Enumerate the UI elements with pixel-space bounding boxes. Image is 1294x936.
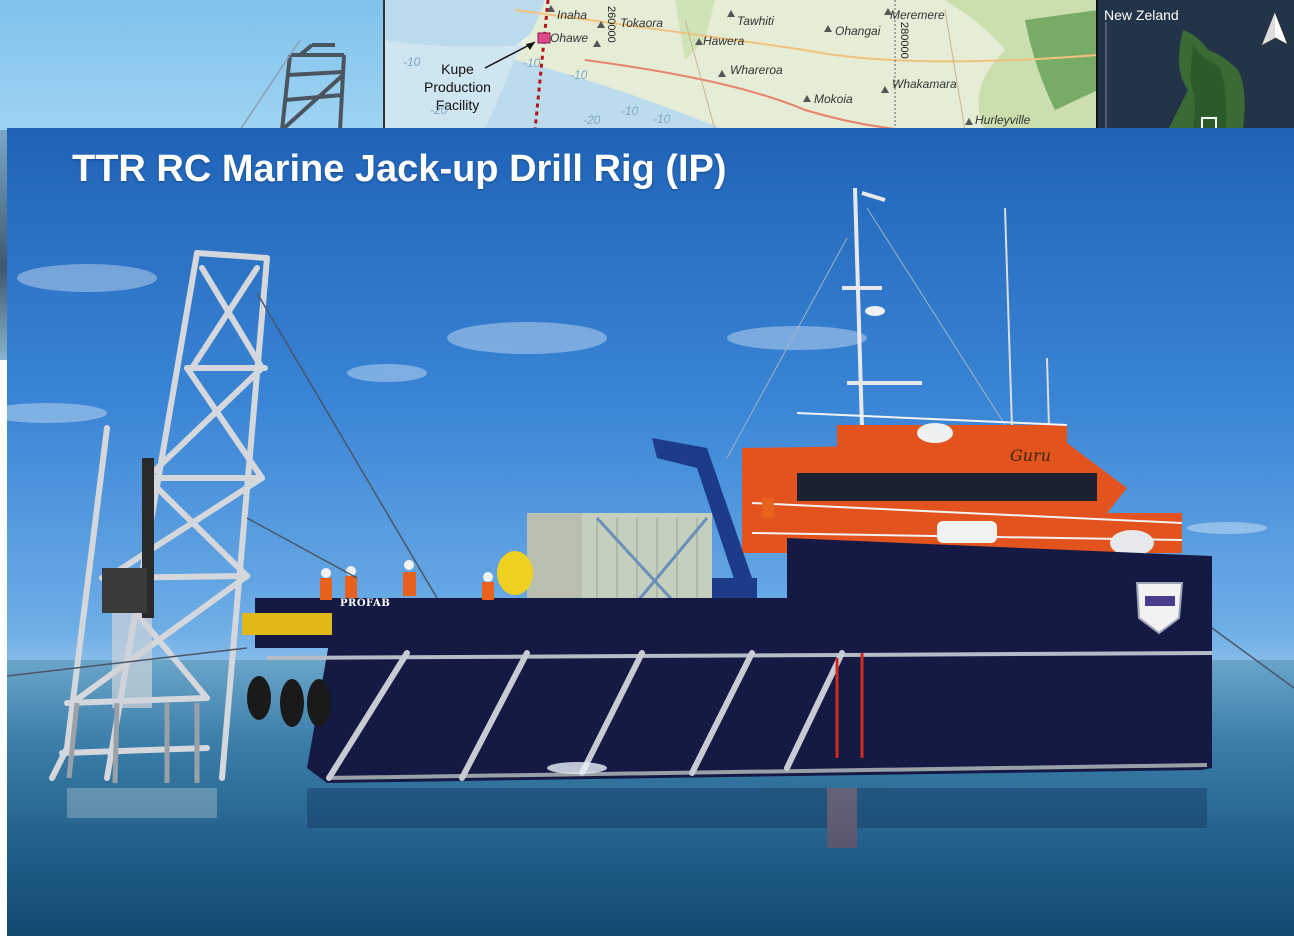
map-base — [385, 0, 1098, 130]
place-label-meremere: Meremere — [890, 8, 945, 22]
inset-title: New Zeland — [1104, 7, 1179, 23]
deck-brand-label: PROFAB — [340, 598, 391, 609]
depth-label: -20 — [430, 103, 448, 117]
vessel-name: Guru — [1010, 446, 1052, 465]
depth-label: -10 — [570, 68, 588, 82]
place-label-hawera: Hawera — [703, 34, 745, 48]
place-label-mokoia: Mokoia — [814, 92, 853, 106]
north-arrow-icon — [1261, 10, 1289, 47]
place-label-whareroa: Whareroa — [730, 63, 783, 77]
place-label-hurleyville: Hurleyville — [975, 113, 1031, 127]
inset-map-graphic — [1098, 0, 1294, 130]
kupe-facility-callout: Kupe Production Facility — [415, 60, 500, 114]
place-label-ohawe: Ohawe — [550, 31, 589, 45]
new-zealand-inset-map: New Zeland — [1096, 0, 1294, 130]
depth-label: -10 — [653, 112, 671, 126]
depth-label: -20 — [583, 113, 601, 127]
grid-label-260000: 260000 — [605, 6, 617, 43]
grid-label-280000: 280000 — [898, 22, 910, 59]
depth-label: -10 — [621, 104, 639, 118]
place-label-inaha: Inaha — [557, 8, 588, 22]
place-label-tawhiti: Tawhiti — [737, 14, 774, 28]
callout-line-3: Facility — [435, 97, 480, 113]
place-label-whakamara: Whakamara — [892, 77, 957, 91]
depth-label: -10 — [403, 55, 421, 69]
depth-label: -10 — [523, 56, 541, 70]
place-label-ohangai: Ohangai — [835, 24, 881, 38]
place-label-tokaora: Tokaora — [620, 16, 663, 30]
callout-line-1: Kupe — [441, 61, 474, 77]
background-rig-silhouette — [239, 39, 346, 130]
drill-rig-photo: TTR RC Marine Jack-up Drill Rig (IP) Gur… — [7, 128, 1294, 936]
background-photo-edge — [0, 130, 8, 360]
callout-line-2: Production — [424, 79, 491, 95]
vessel-and-rig-illustration — [7, 187, 1294, 848]
slide-title: TTR RC Marine Jack-up Drill Rig (IP) — [72, 148, 727, 190]
location-map: Inaha Tokaora Tawhiti Meremere Ohangai O… — [383, 0, 1098, 130]
background-photo — [0, 0, 385, 130]
